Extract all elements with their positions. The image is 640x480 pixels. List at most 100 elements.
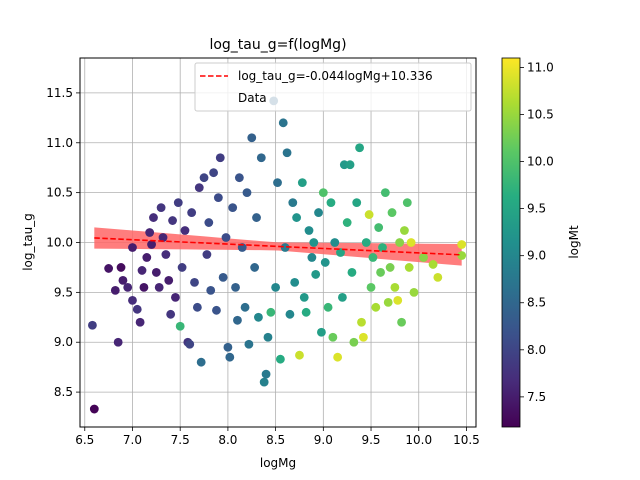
colorbar-tick-label: 9.0 [527, 249, 546, 263]
data-point [135, 317, 145, 327]
data-point [304, 226, 314, 235]
data-point [132, 304, 142, 314]
data-point [317, 327, 326, 337]
data-point [385, 263, 395, 272]
data-point [314, 208, 323, 217]
data-point [168, 216, 177, 225]
colorbar-tick-label: 7.5 [527, 390, 546, 404]
data-point [175, 321, 185, 331]
data-point [110, 285, 120, 295]
data-point [361, 238, 371, 247]
data-point [278, 118, 288, 128]
data-point [242, 188, 252, 198]
data-point [295, 350, 304, 360]
data-point [404, 263, 414, 272]
data-point [164, 275, 174, 285]
data-point [118, 275, 128, 285]
data-point [371, 302, 381, 312]
data-point [137, 266, 147, 275]
legend-box [194, 62, 472, 112]
data-point [128, 243, 137, 252]
data-point [233, 315, 242, 325]
legend: log_tau_g=-0.044logMg+10.336 Data [194, 62, 472, 112]
data-point [221, 233, 231, 242]
y-axis-label: log_tau_g [21, 213, 35, 271]
data-point [194, 183, 204, 193]
data-point [177, 263, 187, 272]
data-point [368, 253, 378, 262]
data-point [355, 143, 364, 153]
data-point [180, 226, 190, 235]
data-point [88, 320, 97, 330]
data-point [254, 312, 263, 322]
data-point [104, 264, 114, 273]
data-point [213, 193, 223, 203]
data-point [166, 309, 176, 319]
data-point [240, 302, 250, 312]
data-point [342, 218, 352, 227]
colorbar-tick-label: 10.5 [527, 107, 554, 121]
x-tick-label: 8.0 [218, 433, 237, 447]
data-point [290, 277, 300, 287]
x-tick-label: 7.5 [171, 433, 190, 447]
data-point [301, 307, 311, 317]
colorbar-gradient [501, 57, 521, 428]
data-point [282, 148, 292, 158]
data-point [149, 213, 158, 222]
data-point [457, 240, 467, 249]
data-point [252, 213, 261, 222]
data-point [311, 270, 321, 279]
data-point [259, 377, 269, 387]
colorbar-tick-label: 9.5 [527, 202, 546, 216]
data-point [171, 292, 180, 302]
data-point [199, 173, 209, 183]
data-point [218, 273, 228, 282]
data-point [89, 404, 99, 414]
data-point [204, 218, 214, 227]
x-tick-label: 10.5 [453, 433, 480, 447]
x-axis-label: logMg [260, 456, 296, 470]
data-point [397, 317, 406, 327]
data-point [113, 337, 123, 347]
data-point [333, 352, 343, 362]
data-point [223, 342, 233, 352]
data-point [128, 295, 137, 305]
data-point [173, 198, 183, 208]
data-point [256, 153, 266, 163]
data-point [347, 268, 357, 277]
data-point [419, 253, 428, 262]
colorbar-tick-label: 8.5 [527, 296, 546, 310]
chart-title: log_tau_g=f(logMg) [209, 37, 346, 53]
data-point [263, 332, 273, 342]
colorbar: 7.5 8.0 8.5 9.0 9.5 10.0 10.5 11.0 logMt [501, 57, 581, 428]
y-axis-ticks: 8.5 9.0 9.5 10.0 10.5 11.0 11.5 [46, 86, 80, 399]
legend-fit-label: log_tau_g=-0.044logMg+10.336 [238, 69, 433, 83]
x-tick-label: 6.5 [75, 433, 94, 447]
data-point [142, 253, 152, 262]
data-point [231, 282, 240, 292]
data-point [359, 332, 368, 342]
data-point [161, 250, 171, 259]
data-point [156, 203, 166, 212]
data-point [326, 198, 336, 208]
data-point [244, 339, 254, 349]
data-point [185, 339, 195, 349]
data-point [390, 282, 400, 292]
data-point [209, 168, 218, 178]
data-point [320, 258, 330, 267]
data-point [234, 173, 244, 183]
data-point [345, 160, 355, 170]
data-point [409, 287, 419, 297]
data-point [202, 250, 212, 259]
data-point [433, 273, 443, 282]
data-point [299, 292, 309, 302]
data-point [366, 282, 376, 292]
x-tick-label: 10.0 [405, 433, 432, 447]
data-point [288, 198, 298, 208]
colorbar-tick-label: 10.0 [527, 155, 554, 169]
data-point [393, 295, 403, 305]
data-point [215, 153, 225, 163]
data-point [318, 188, 328, 198]
x-tick-label: 8.5 [266, 433, 285, 447]
